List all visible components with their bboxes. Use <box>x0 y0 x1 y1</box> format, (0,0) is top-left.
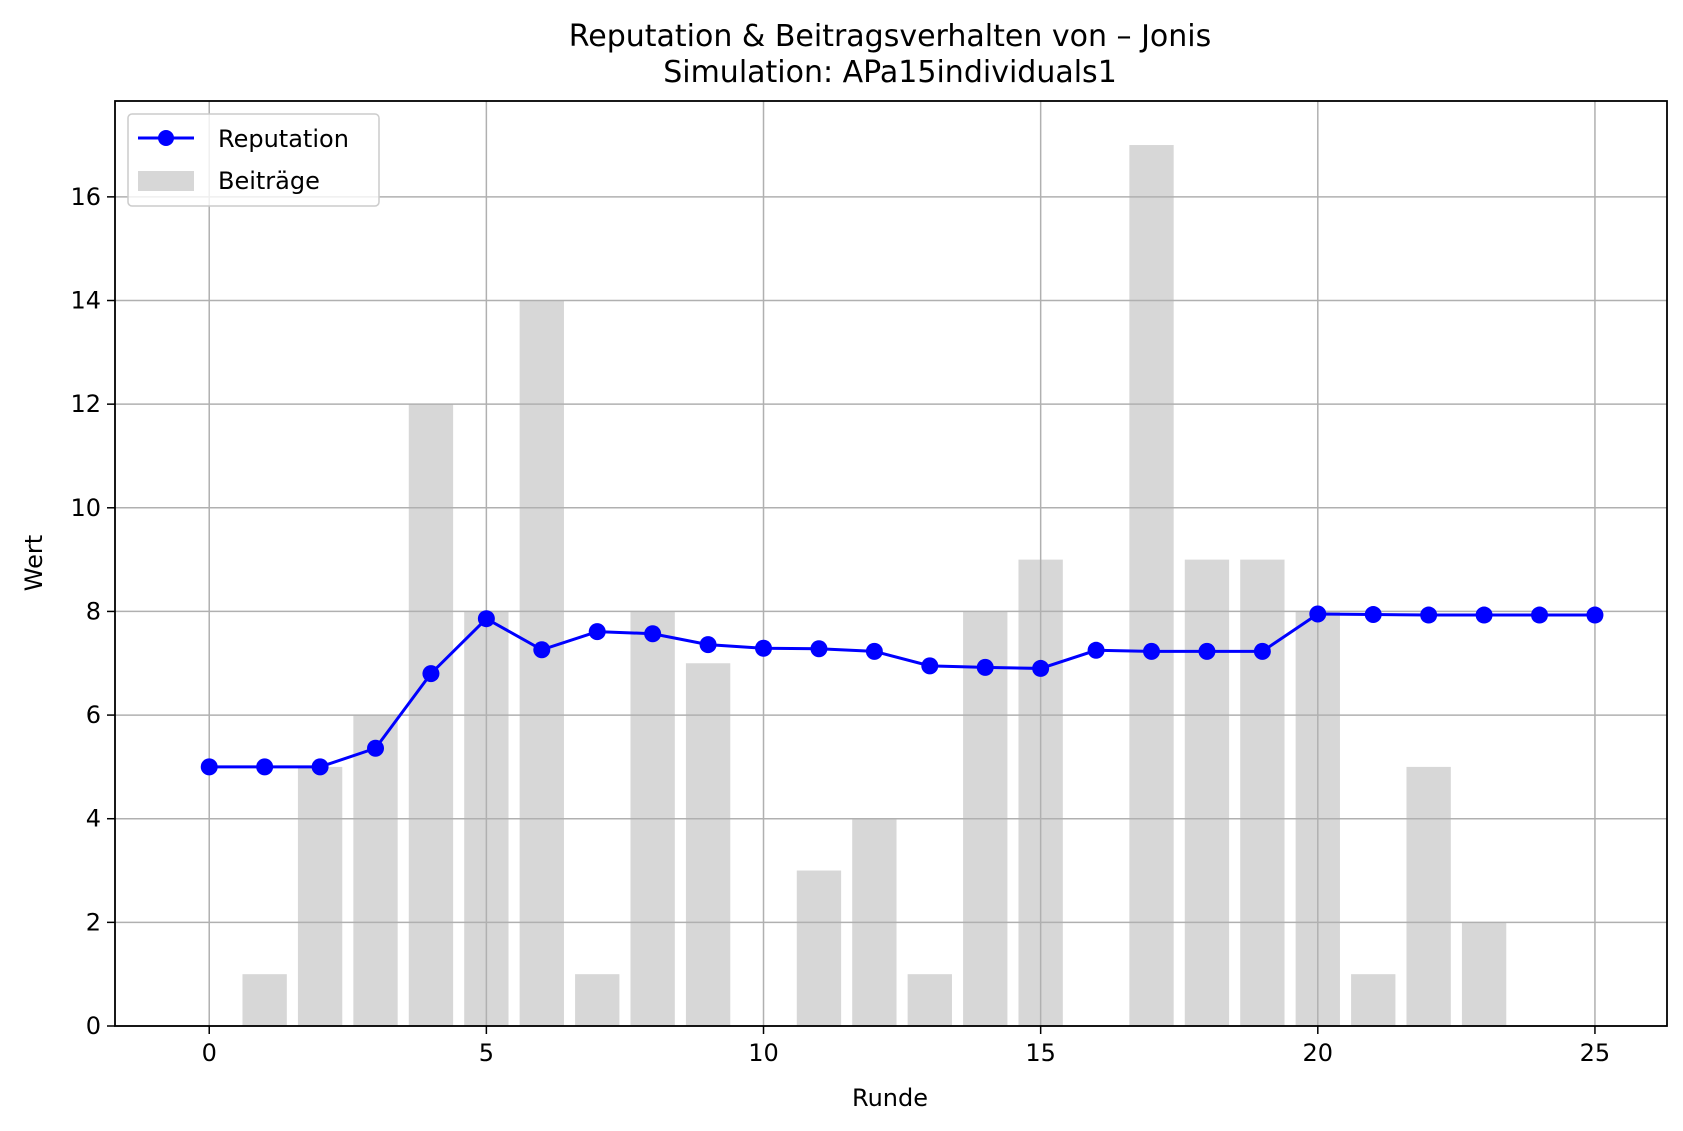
x-axis-label: Runde <box>852 1084 928 1112</box>
y-axis-label: Wert <box>20 535 48 591</box>
reputation-point-11 <box>810 640 828 658</box>
reputation-point-10 <box>755 639 773 657</box>
bar-beitraege-23 <box>1461 922 1507 1026</box>
x-tick-label-20: 20 <box>1303 1039 1334 1067</box>
bar-beitraege-2 <box>297 766 343 1026</box>
reputation-point-20 <box>1309 605 1327 623</box>
bar-beitraege-11 <box>796 870 842 1026</box>
reputation-point-8 <box>644 625 662 643</box>
y-tick-label-2: 2 <box>86 908 101 936</box>
x-axis-ticks: 0 5 10 15 20 25 <box>202 1026 1611 1067</box>
x-tick-label-0: 0 <box>202 1039 217 1067</box>
legend-label-beitraege: Beiträge <box>218 167 320 195</box>
y-tick-label-12: 12 <box>70 390 101 418</box>
legend-label-reputation: Reputation <box>218 125 349 153</box>
bar-beitraege-1 <box>242 974 287 1026</box>
reputation-point-22 <box>1420 606 1438 624</box>
bar-beitraege-21 <box>1351 974 1396 1026</box>
y-tick-label-10: 10 <box>70 494 101 522</box>
reputation-point-24 <box>1531 606 1549 624</box>
bar-beitraege-7 <box>575 974 620 1026</box>
x-tick-label-10: 10 <box>748 1039 779 1067</box>
x-tick-label-5: 5 <box>479 1039 494 1067</box>
y-tick-label-8: 8 <box>86 597 101 625</box>
y-axis-ticks: 0 2 4 6 8 10 12 14 16 <box>70 183 115 1040</box>
bar-beitraege-13 <box>907 974 952 1026</box>
x-tick-label-15: 15 <box>1025 1039 1056 1067</box>
legend: Reputation Beiträge <box>127 113 380 207</box>
reputation-point-1 <box>256 758 274 776</box>
reputation-point-13 <box>921 657 939 675</box>
reputation-point-18 <box>1198 642 1216 660</box>
reputation-point-9 <box>699 636 717 654</box>
y-tick-label-4: 4 <box>86 805 101 833</box>
reputation-point-5 <box>477 610 495 628</box>
reputation-point-21 <box>1364 606 1382 624</box>
reputation-point-12 <box>865 642 883 660</box>
chart-subtitle: Simulation: APa15individuals1 <box>663 55 1117 90</box>
reputation-point-16 <box>1087 641 1105 659</box>
reputation-point-14 <box>976 658 994 676</box>
y-tick-label-0: 0 <box>86 1012 101 1040</box>
reputation-point-25 <box>1586 606 1604 624</box>
legend-bar-swatch <box>138 171 194 191</box>
bar-beitraege-18 <box>1184 559 1230 1026</box>
reputation-point-19 <box>1253 642 1271 660</box>
reputation-point-0 <box>200 758 218 776</box>
line-series-reputation <box>200 605 1604 776</box>
plot-frame <box>114 100 1668 1027</box>
reputation-point-2 <box>311 758 329 776</box>
reputation-point-3 <box>367 739 385 757</box>
y-tick-label-14: 14 <box>70 287 101 315</box>
bar-beitraege-19 <box>1240 559 1285 1026</box>
bar-beitraege-3 <box>353 715 398 1026</box>
x-tick-label-25: 25 <box>1580 1039 1611 1067</box>
y-tick-label-6: 6 <box>86 701 101 729</box>
reputation-point-6 <box>533 641 551 659</box>
reputation-point-15 <box>1032 659 1050 677</box>
reputation-point-17 <box>1143 642 1161 660</box>
reputation-point-4 <box>422 665 440 683</box>
legend-marker-swatch <box>158 130 174 146</box>
reputation-line <box>209 612 1595 769</box>
bar-beitraege-22 <box>1406 766 1451 1026</box>
y-tick-label-16: 16 <box>70 183 101 211</box>
bar-beitraege-6 <box>519 300 564 1027</box>
reputation-point-7 <box>588 623 606 641</box>
reputation-point-23 <box>1475 606 1493 624</box>
bar-beitraege-9 <box>685 663 731 1026</box>
chart-title: Reputation & Beitragsverhalten von – Jon… <box>569 19 1212 54</box>
bar-beitraege-17 <box>1129 145 1174 1027</box>
